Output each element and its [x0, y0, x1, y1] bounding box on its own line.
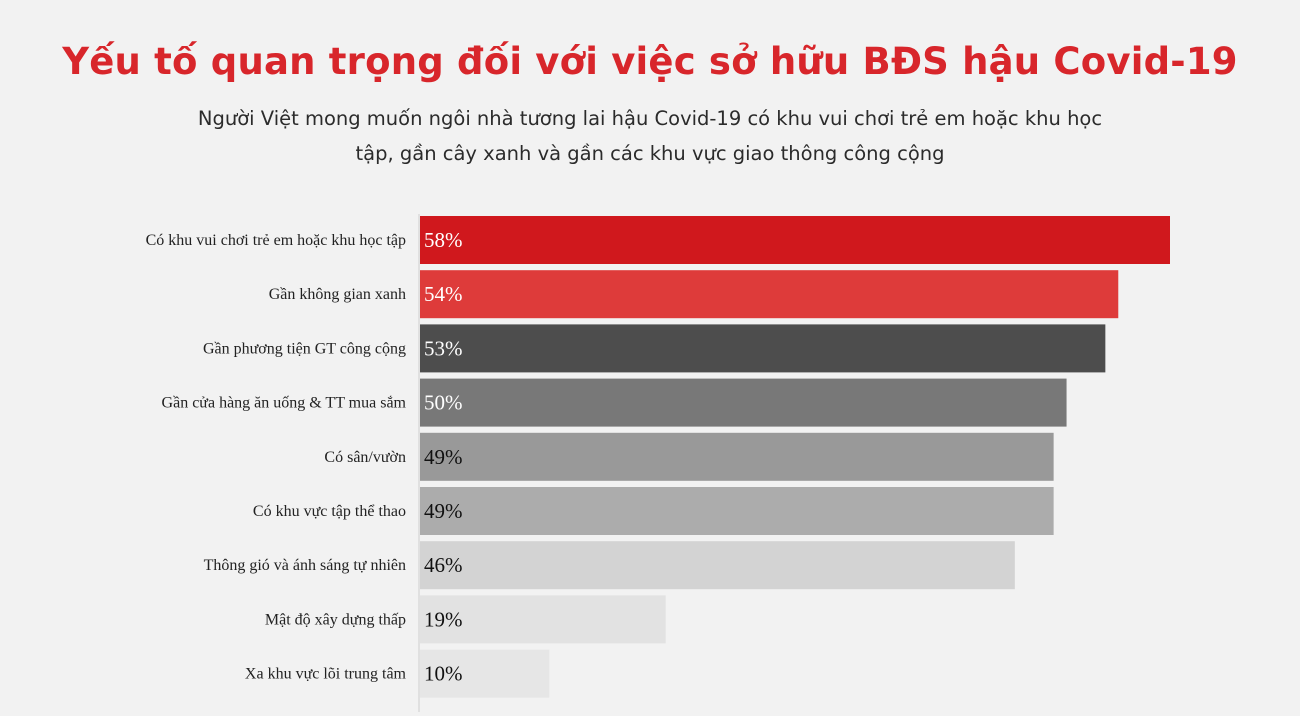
category-label: Xa khu vực lõi trung tâm [245, 666, 407, 683]
category-label: Mật độ xây dựng thấp [265, 611, 406, 628]
value-label: 19% [424, 607, 463, 631]
chart-title: Yếu tố quan trọng đối với việc sở hữu BĐ… [62, 40, 1238, 83]
value-label: 54% [424, 282, 463, 306]
bar [420, 216, 1170, 264]
bar [420, 324, 1106, 373]
value-label: 50% [424, 391, 463, 415]
category-label: Có khu vực tập thể thao [253, 503, 406, 520]
value-label: 49% [424, 445, 463, 469]
bar [420, 378, 1067, 427]
bar [420, 432, 1054, 481]
category-label: Gần phương tiện GT công cộng [203, 340, 406, 357]
chart-subtitle: Người Việt mong muốn ngôi nhà tương lai … [197, 107, 1103, 165]
bar [420, 649, 550, 698]
bar [420, 270, 1119, 319]
bar [420, 487, 1054, 535]
category-label: Có khu vui chơi trẻ em hoặc khu học tập [146, 232, 406, 249]
value-label: 10% [424, 662, 463, 686]
bar [420, 595, 666, 644]
category-label: Thông gió và ánh sáng tự nhiên [204, 557, 406, 574]
value-label: 53% [424, 336, 463, 360]
category-label: Gần cửa hàng ăn uống & TT mua sắm [162, 395, 407, 412]
bar [420, 541, 1015, 590]
value-label: 49% [424, 499, 463, 523]
category-label: Gần không gian xanh [269, 286, 406, 303]
category-label: Có sân/vườn [324, 449, 406, 466]
value-label: 46% [424, 553, 463, 577]
value-label: 58% [424, 228, 463, 252]
